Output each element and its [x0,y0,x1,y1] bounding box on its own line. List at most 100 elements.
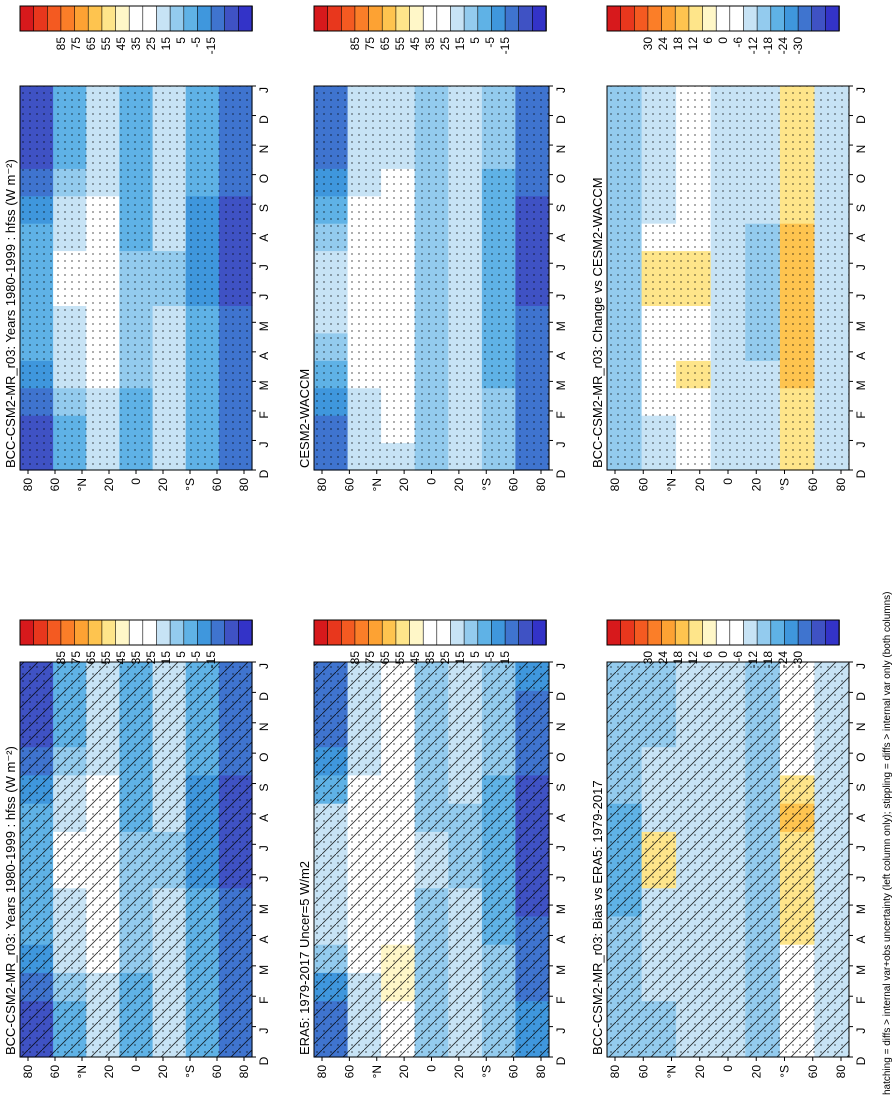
y-tick-label: 20 [693,478,707,492]
x-tick-label: J [257,1028,271,1034]
y-tick-label: °N [370,1065,384,1078]
x-tick-label: D [257,692,271,701]
colorbar-swatch [169,5,185,32]
x-tick-label: O [554,174,568,183]
panel-4: CESM2-WACCM D J F M A M J J A S O N D J 80 60 °N 20 0 20 °S 60… [297,85,568,492]
x-tick-label: N [554,722,568,731]
colorbar-swatch [87,619,103,646]
colorbar-swatch [436,5,452,32]
colorbar-label: 24 [656,651,670,665]
colorbar-label: -30 [791,651,805,669]
colorbar-label: -15 [498,651,512,669]
x-tick-label: D [554,1056,568,1065]
panel-title: BCC-CSM2-MR_r03: Bias vs ERA5: 1979-2017 [590,780,605,1055]
colorbar-swatch [477,5,493,32]
y-tick-label: °N [665,478,679,491]
x-tick-label: A [854,234,868,242]
colorbar-swatch [463,619,479,646]
colorbar-6: 30 24 18 12 6 0 -6 -12 -18 -24 -30 [606,619,840,669]
colorbar-swatch [606,619,622,646]
colorbar-swatch [224,5,240,32]
colorbar-label: 15 [453,651,467,665]
y-tick-label: 60 [48,478,62,492]
y-tick-label: °S [778,1065,792,1078]
colorbar-swatch [825,619,840,646]
y-tick-label: 80 [237,478,251,492]
colorbar-swatch [797,619,813,646]
x-tick-label: N [854,145,868,154]
panel-title: BCC-CSM2-MR_r03: Years 1980-1999 : hfss … [3,746,18,1055]
colorbar-swatch [491,5,506,32]
colorbar-swatch [238,5,253,32]
colorbar-label: -30 [791,37,805,55]
colorbar-swatch [197,5,212,32]
x-tick-label: F [554,411,568,418]
y-tick-label: 0 [129,1065,143,1072]
x-tick-label: D [854,1056,868,1065]
x-tick-label: J [554,294,568,300]
x-tick-label: J [854,87,868,93]
colorbar-swatch [715,5,731,32]
x-tick-label: M [257,965,271,975]
y-tick-label: °N [370,478,384,491]
x-tick-label: J [854,845,868,851]
colorbar-swatch [633,619,649,646]
colorbar-frame [313,619,547,646]
x-tick-label: M [554,380,568,390]
x-tick-label: D [554,692,568,701]
y-tick-label: 60 [636,478,650,492]
x-tick-label: A [554,234,568,242]
x-tick-label: A [854,814,868,822]
colorbar-swatch [661,5,676,32]
x-tick-label: J [854,441,868,447]
y-tick-label: °S [479,478,493,491]
colorbar-swatch [381,5,397,32]
colorbar-label: -12 [746,651,760,669]
stippling-overlay [314,86,549,470]
y-tick-label: 20 [156,478,170,492]
colorbar-label: -24 [776,651,790,669]
y-tick-label: °N [665,1065,679,1078]
colorbar-label: 45 [114,651,128,665]
colorbar-swatch [33,619,48,646]
colorbar-swatch [354,5,370,32]
y-tick-label: 20 [452,1065,466,1079]
colorbar-label: 75 [69,37,83,51]
colorbar-swatch [60,619,76,646]
colorbar-swatch [19,619,35,646]
colorbar-swatch [313,5,329,32]
colorbar-label: 85 [54,37,68,51]
colorbar-swatch [115,5,130,32]
x-tick-label: A [554,352,568,360]
colorbar-swatch [784,5,799,32]
colorbar-label: 12 [686,37,700,51]
x-tick-label: J [257,663,271,669]
colorbar-label: 5 [468,37,482,44]
colorbar-swatch [729,619,745,646]
y-tick-label: 80 [608,1065,622,1079]
colorbar-label: -15 [498,37,512,55]
y-tick-label: 80 [534,1065,548,1079]
colorbar-label: 45 [408,651,422,665]
colorbar-label: 75 [69,651,83,665]
colorbar-swatch [811,619,827,646]
x-tick-label: O [554,752,568,761]
colorbar-swatch [797,5,813,32]
x-tick-label: J [854,264,868,270]
colorbar-swatch [504,619,520,646]
x-tick-label: N [854,722,868,731]
y-tick-label: 60 [507,478,521,492]
colorbar-label: -6 [731,37,745,48]
y-tick-label: 0 [425,1065,439,1072]
hatching-overlay [607,662,849,1057]
colorbar-frame [606,5,840,32]
hatching-overlay [314,662,549,1057]
x-tick-label: D [854,692,868,701]
colorbar-swatch [33,5,48,32]
x-tick-label: F [854,411,868,418]
colorbar-swatch [183,619,199,646]
panel-3: ERA5: 1979-2017 Uncer=5 W/m2 D J F M A M J J A S O N… [297,661,568,1079]
x-tick-label: J [554,264,568,270]
x-tick-label: A [257,935,271,943]
